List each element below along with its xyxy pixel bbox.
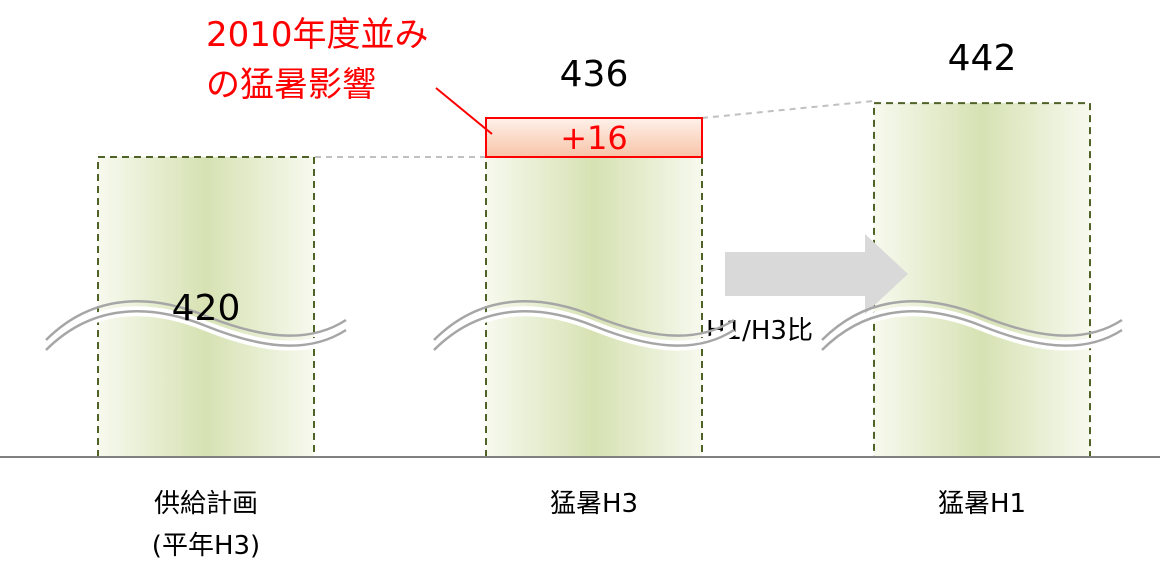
value-label-1: 420 [172, 288, 241, 329]
annotation-line-2: の猛暑影響 [206, 65, 376, 105]
arrow-head [865, 234, 908, 314]
category-label-1: 供給計画 [154, 489, 258, 519]
category-sublabel-1: (平年H3) [152, 531, 260, 561]
value-label-3: 442 [948, 38, 1017, 79]
labels: 420 436 442 供給計画 (平年H3) 猛暑H3 猛暑H1 [152, 38, 1026, 561]
annotation: 2010年度並み の猛暑影響 [206, 15, 493, 135]
bar-3 [873, 102, 1091, 458]
axis-break-line-1-1 [45, 310, 347, 351]
axis-break-line-2-1 [433, 310, 735, 351]
annotation-leader [435, 87, 493, 135]
category-label-3: 猛暑H1 [938, 489, 1026, 519]
increment-segment: +16 [485, 117, 703, 158]
axis-break-line-3-2 [821, 300, 1123, 341]
axis-break-line-1-2 [45, 300, 347, 341]
axis-break-line-3-1 [821, 310, 1123, 351]
guide-line-442 [701, 100, 875, 119]
value-label-2: 436 [560, 54, 629, 95]
annotation-line-1: 2010年度並み [206, 15, 429, 55]
category-label-2: 猛暑H3 [550, 489, 638, 519]
axis-break-line-2-2 [433, 300, 735, 341]
increment-box [485, 117, 703, 158]
increment-label: +16 [560, 119, 628, 157]
arrow-body [725, 252, 865, 296]
axis-break-marks [42, 300, 1125, 354]
